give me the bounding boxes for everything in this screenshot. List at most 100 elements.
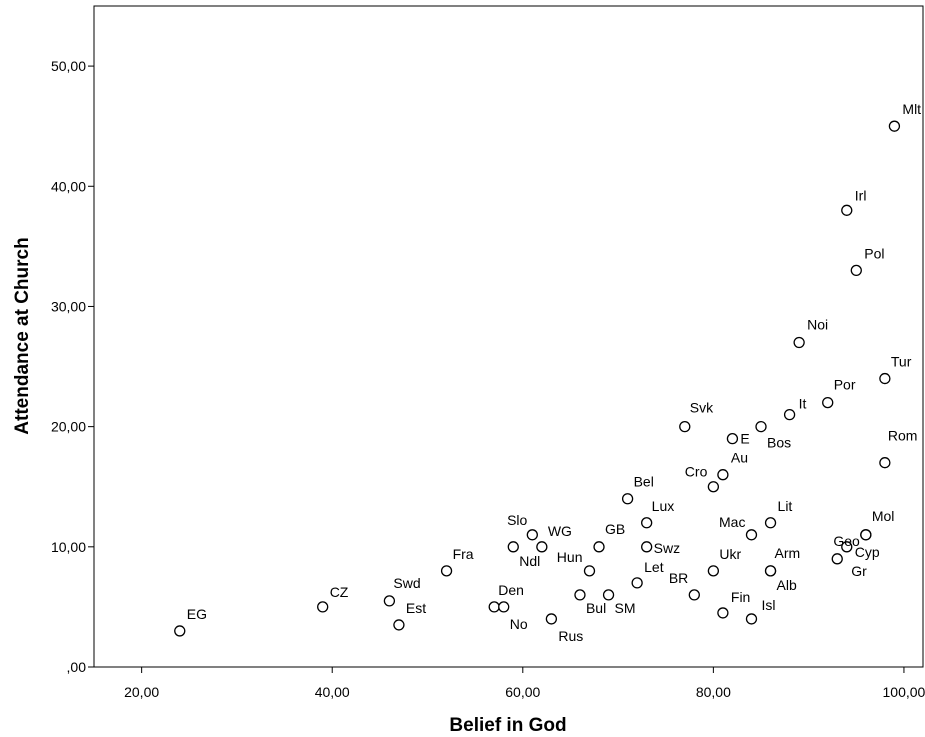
point-label: Den (498, 582, 524, 598)
data-point-est (393, 619, 405, 631)
data-point-rom (879, 457, 891, 469)
point-label: Fin (731, 589, 750, 605)
point-label: Rus (558, 628, 583, 644)
point-label: Bel (634, 474, 654, 490)
x-tick-label: 40,00 (315, 684, 350, 700)
y-tick-label: 20,00 (51, 419, 86, 435)
x-axis-title: Belief in God (449, 715, 566, 736)
point-label: Mac (719, 514, 745, 530)
data-point-ukr (707, 565, 720, 577)
data-point-bos (755, 420, 767, 433)
point-label: Bul (586, 600, 606, 616)
data-point-sm (602, 589, 615, 601)
point-label: Noi (807, 317, 828, 333)
point-label: Au (731, 450, 748, 466)
y-tick-label: 30,00 (51, 298, 86, 314)
x-axis-ticks: 20,00 40,00 60,00 80,00 100,00 (124, 667, 925, 700)
point-label: Mol (872, 508, 895, 524)
point-label: Tur (891, 354, 912, 370)
data-point-lit (764, 517, 777, 529)
data-point-mac (745, 529, 758, 541)
data-point-fra (440, 565, 453, 577)
y-tick-label: 40,00 (51, 178, 86, 194)
point-labels: Mlt Irl Pol Noi Tur Por It Svk E Bos Rom Au Cro Bel Lu… (187, 101, 921, 644)
data-point-por (822, 396, 834, 409)
point-label: Gr (851, 563, 867, 579)
data-point-pol (850, 264, 862, 277)
point-label: Isl (761, 597, 775, 613)
data-point-cyp (841, 541, 853, 553)
data-point-rus (545, 613, 558, 625)
point-label: Irl (855, 187, 867, 203)
data-point-e (726, 433, 739, 445)
point-label: GB (605, 521, 625, 537)
data-point-cro (707, 481, 720, 493)
x-tick-label: 80,00 (696, 684, 731, 700)
point-label: Mlt (902, 101, 921, 117)
data-point-gr (831, 553, 843, 565)
point-label: Hun (557, 549, 583, 565)
data-point-slo (526, 529, 538, 541)
point-label: Fra (453, 546, 474, 562)
point-label: SM (615, 600, 636, 616)
point-label: It (799, 396, 807, 412)
data-point-wg (536, 541, 548, 553)
data-point-tur (879, 372, 891, 385)
data-point-noi (793, 336, 805, 349)
data-point-gb (593, 541, 605, 553)
x-tick-label: 20,00 (124, 684, 159, 700)
point-label: Geo (833, 533, 860, 549)
point-label: Swz (654, 540, 680, 556)
point-label: E (740, 431, 749, 447)
data-point-lux (641, 517, 653, 529)
data-point-au (717, 469, 729, 481)
point-label: Rom (888, 428, 918, 444)
data-point-no (498, 601, 510, 613)
point-label: Alb (777, 577, 797, 593)
data-point-swd (383, 595, 396, 607)
point-label: Lit (778, 498, 793, 514)
point-label: EG (187, 606, 207, 622)
data-point-isl (745, 613, 758, 625)
data-point-mlt (888, 120, 901, 132)
data-point-svk (679, 420, 691, 433)
point-label: Ukr (719, 546, 741, 562)
data-point-cz (317, 601, 329, 613)
point-label: Slo (507, 512, 527, 528)
point-label: Bos (767, 435, 791, 451)
x-tick-label: 100,00 (883, 684, 925, 700)
point-label: Cro (685, 464, 708, 480)
point-label: Lux (652, 498, 675, 514)
data-points (174, 120, 901, 637)
point-label: Let (644, 559, 664, 575)
point-label: Cyp (855, 544, 880, 560)
y-axis-title: Attendance at Church (12, 237, 33, 434)
data-point-fin (717, 607, 729, 619)
data-point-bel (621, 493, 634, 505)
data-point-den (488, 601, 500, 613)
data-point-bul (574, 589, 586, 601)
data-point-br (688, 589, 700, 601)
y-axis-ticks: ,00 10,00 20,00 30,00 40,00 50,00 (51, 58, 94, 675)
point-label: Arm (775, 545, 801, 561)
point-label: CZ (330, 584, 349, 600)
y-tick-label: 10,00 (51, 539, 86, 555)
y-tick-label: 50,00 (51, 58, 86, 74)
data-point-it (783, 408, 796, 421)
data-point-mol (860, 529, 872, 541)
point-label: Est (406, 600, 426, 616)
point-label: Por (834, 377, 856, 393)
data-point-irl (841, 204, 853, 216)
point-label: WG (548, 523, 572, 539)
data-point-hun (583, 565, 596, 577)
point-label: Ndl (519, 553, 540, 569)
data-point-eg (174, 625, 186, 637)
point-label: No (510, 616, 528, 632)
data-point-swz (641, 541, 653, 553)
data-point-alb (764, 565, 777, 577)
data-point-ndl (507, 541, 519, 553)
point-label: BR (669, 570, 688, 586)
data-point-let (631, 577, 643, 589)
point-label: Swd (393, 575, 420, 591)
